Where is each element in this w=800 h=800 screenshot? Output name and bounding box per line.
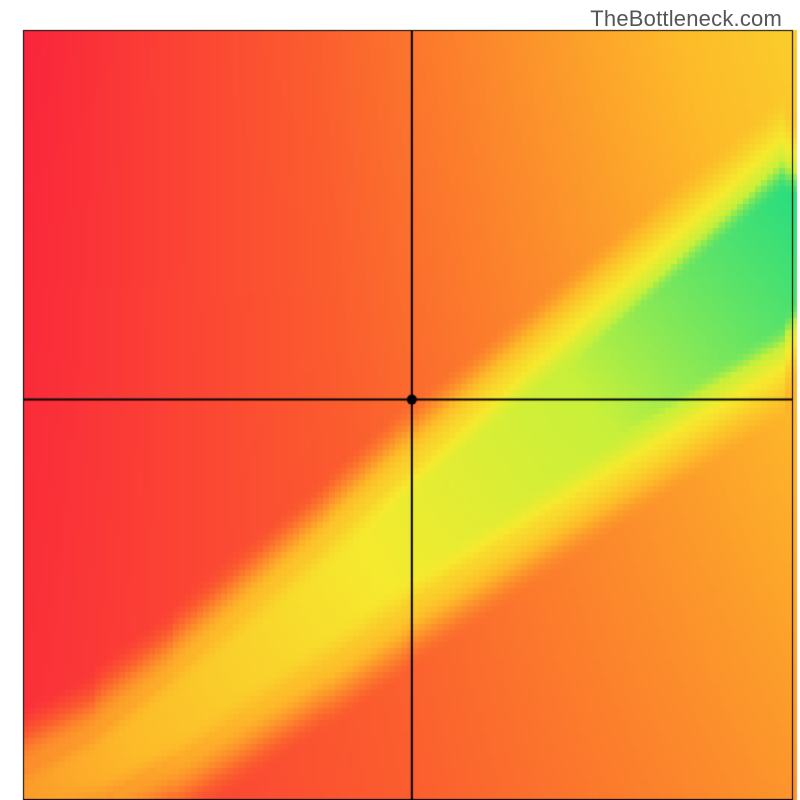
- heatmap-canvas: [0, 0, 800, 800]
- watermark-text: TheBottleneck.com: [590, 6, 782, 32]
- chart-container: TheBottleneck.com: [0, 0, 800, 800]
